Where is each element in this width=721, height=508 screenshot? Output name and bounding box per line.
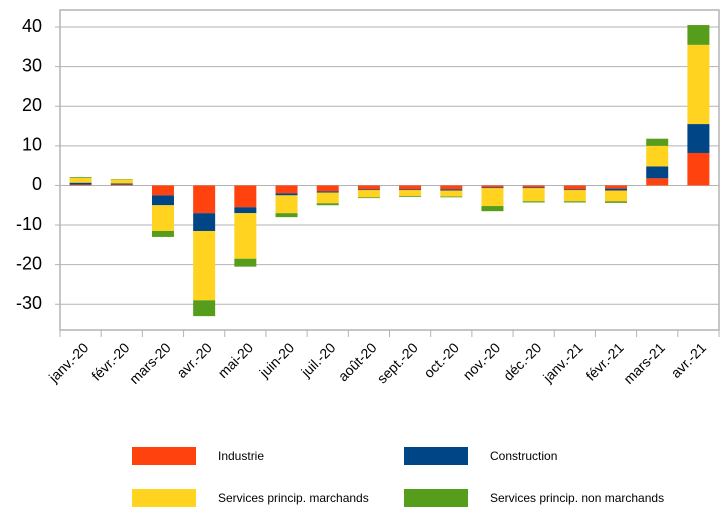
bar-segment (357, 189, 380, 191)
bar-segment (399, 189, 422, 191)
bar-segment (151, 185, 174, 196)
x-tick-label: mai-20 (215, 339, 257, 381)
y-tick-label: 10 (22, 135, 42, 155)
bar-segment (399, 185, 422, 190)
bar-segment (69, 182, 92, 185)
x-tick-label: août-20 (335, 339, 380, 384)
bar-segment (522, 185, 545, 188)
bar-segment (357, 185, 380, 190)
bar-segment (193, 185, 216, 214)
bar-segment (69, 184, 92, 186)
bar-segment (275, 195, 298, 214)
y-tick-label: 40 (22, 16, 42, 36)
bar-segment (275, 185, 298, 194)
bar-segment (193, 230, 216, 301)
bar-segment (646, 145, 669, 167)
bar-segment (69, 177, 92, 183)
x-tick-label: mars-20 (126, 339, 174, 387)
bar-segment (316, 192, 339, 204)
x-tick-label: juil.-20 (297, 339, 338, 380)
bar-segment (110, 184, 133, 186)
bar-segment (646, 166, 669, 179)
y-tick-label: -20 (16, 253, 42, 273)
bar-segment (605, 185, 628, 189)
x-tick-label: févr.-20 (88, 339, 132, 383)
bar-segment (110, 179, 133, 184)
bar-segment (110, 183, 133, 185)
bar-segment (605, 201, 628, 203)
bar-segment (193, 213, 216, 231)
x-tick-label: janv.-20 (45, 339, 92, 386)
x-tick-label: oct.-20 (420, 339, 462, 381)
bar-segment (687, 152, 710, 186)
x-tick-label: déc.-20 (500, 339, 544, 383)
legend-swatch (132, 447, 196, 465)
bar-segment (151, 205, 174, 231)
bar-segment (275, 193, 298, 196)
bar-segment (563, 190, 586, 202)
x-tick-label: juin-20 (256, 339, 298, 381)
legend-label: Industrie (218, 449, 264, 463)
bar-segment (316, 191, 339, 193)
bar-segment (522, 188, 545, 202)
bar-segment (357, 190, 380, 198)
bar-segment (605, 188, 628, 191)
y-tick-label: 0 (32, 174, 42, 194)
bar-segment (440, 189, 463, 191)
bar-segment (399, 190, 422, 197)
bar-segment (234, 207, 257, 214)
x-tick-label: avr.-20 (173, 339, 215, 381)
y-tick-label: -10 (16, 214, 42, 234)
bar-segment (522, 201, 545, 203)
bar-segment (687, 25, 710, 45)
bar-segment (687, 124, 710, 153)
bar-segment (481, 206, 504, 212)
legend-label: Services princip. marchands (218, 491, 369, 505)
y-tick-label: 20 (22, 95, 42, 115)
bar-segment (481, 185, 504, 188)
bar-segment (234, 258, 257, 267)
bar-segment (193, 300, 216, 317)
bar-segment (687, 44, 710, 125)
bar-segment (151, 195, 174, 206)
bar-segment (563, 189, 586, 191)
bar-segment (399, 196, 422, 197)
x-tick-label: sept.-20 (374, 339, 421, 386)
legend-swatch (132, 489, 196, 507)
x-tick-label: janv.-21 (539, 339, 586, 386)
bar-segment (69, 177, 92, 178)
bar-segment (481, 188, 504, 207)
bar-segment (563, 185, 586, 190)
bar-segment (646, 178, 669, 186)
plot-border (59, 9, 720, 331)
bar-segment (316, 185, 339, 192)
bar-segment (605, 190, 628, 202)
bar-segment (440, 196, 463, 198)
x-tick-label: avr.-21 (668, 339, 710, 381)
x-tick-label: nov.-20 (460, 339, 504, 383)
bar-segment (440, 185, 463, 190)
bar-segment (357, 197, 380, 199)
bar-segment (275, 213, 298, 218)
y-tick-label: -30 (16, 293, 42, 313)
y-tick-label: 30 (22, 55, 42, 75)
bar-segment (646, 138, 669, 146)
bar-segment (522, 187, 545, 189)
bar-segment (440, 190, 463, 197)
legend-label: Services princip. non marchands (490, 491, 664, 505)
legend-label: Construction (490, 449, 557, 463)
legend-swatch (404, 489, 468, 507)
bar-segment (316, 203, 339, 206)
bar-segment (151, 230, 174, 237)
bar-segment (481, 187, 504, 189)
bar-segment (563, 201, 586, 203)
bar-segment (234, 213, 257, 259)
x-tick-label: mars-21 (620, 339, 668, 387)
bar-segment (234, 185, 257, 208)
x-tick-label: févr.-21 (582, 339, 626, 383)
legend-swatch (404, 447, 468, 465)
